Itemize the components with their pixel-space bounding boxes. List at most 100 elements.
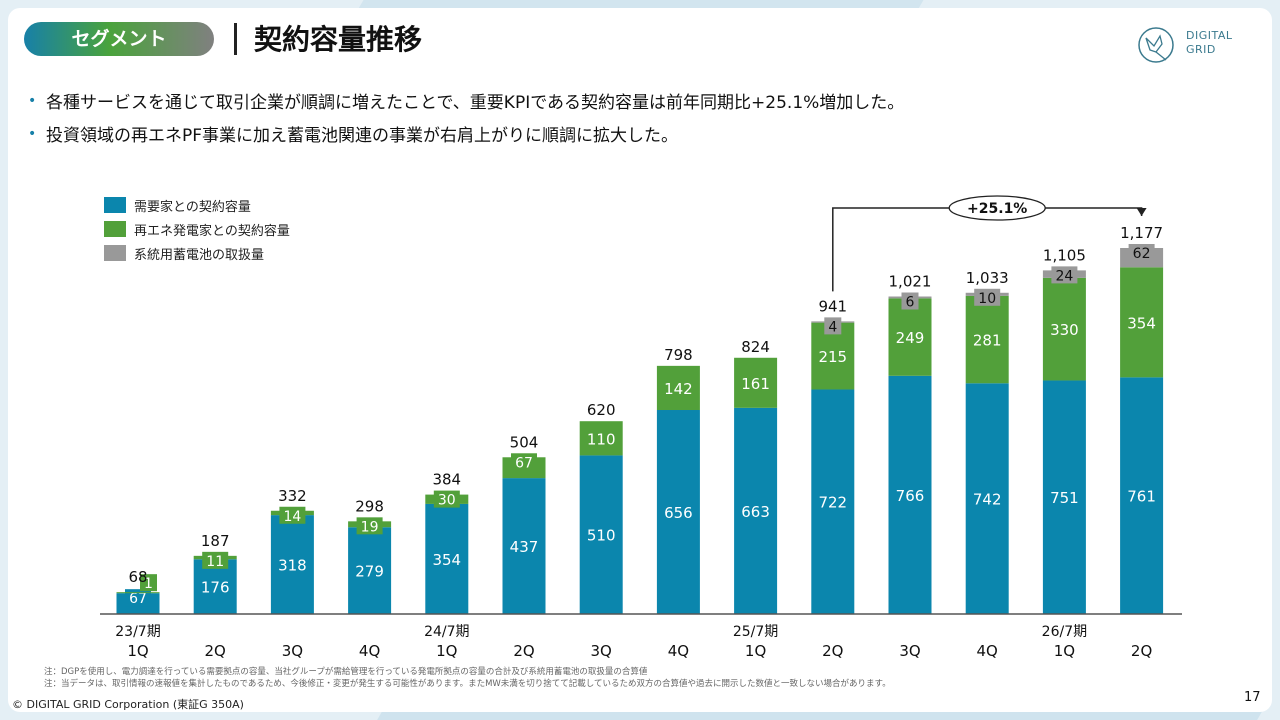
legend-item-demand: 需要家との契約容量 — [104, 193, 290, 217]
bar-total-label: 68 — [128, 568, 147, 586]
bar-total-label: 1,033 — [966, 269, 1009, 287]
x-quarter-label: 2Q — [513, 642, 534, 660]
bar-label-box — [974, 288, 1001, 306]
bar-renewable — [1042, 277, 1086, 381]
legend-swatch-renewable — [104, 221, 126, 237]
bar-demand — [656, 410, 700, 614]
bar-total-label: 1,177 — [1120, 224, 1163, 242]
growth-badge — [948, 195, 1046, 221]
bar-value-label: 437 — [510, 538, 539, 556]
bar-total-label: 298 — [355, 497, 384, 515]
bar-demand — [888, 375, 932, 614]
bar-value-label: 215 — [818, 348, 847, 366]
bar-total-label: 1,021 — [889, 273, 932, 291]
bar-label-box — [824, 317, 842, 335]
bar-label-box — [356, 517, 383, 535]
bar-label-box — [1128, 244, 1155, 261]
bar-demand — [965, 383, 1009, 614]
bar-value-label: 161 — [741, 375, 770, 393]
x-quarter-label: 1Q — [436, 642, 457, 660]
bar-label-box — [433, 490, 460, 508]
legend-label: 需要家との契約容量 — [134, 199, 251, 215]
bar-value-label: 6 — [906, 295, 915, 311]
bar-value-label: 24 — [1055, 268, 1073, 284]
legend-label: 系統用蓄電池の取扱量 — [134, 247, 265, 263]
bullet-item: • 各種サービスを通じて取引企業が順調に増えたことで、重要KPIである契約容量は… — [28, 84, 904, 117]
arrow-head-icon — [1136, 208, 1147, 216]
bar-value-label: 279 — [355, 563, 384, 581]
bullet-item: • 投資領域の再エネPF事業に加え蓄電池関連の事業が右肩上がりに順調に拡大した。 — [28, 117, 904, 150]
bar-value-label: 330 — [1050, 321, 1079, 339]
bar-renewable — [116, 592, 160, 594]
bar-total-label: 798 — [664, 346, 693, 364]
bullet-dot-icon: • — [28, 92, 37, 109]
bar-value-label: 742 — [973, 491, 1002, 509]
bullet-dot-icon: • — [28, 125, 37, 142]
bar-value-label: 4 — [828, 319, 837, 335]
bar-demand — [502, 478, 546, 614]
bar-value-label: 722 — [818, 494, 847, 512]
x-quarter-label: 4Q — [359, 642, 380, 660]
bar-label-box — [901, 292, 919, 310]
bar-value-label: 766 — [896, 487, 925, 505]
bar-demand — [1120, 377, 1164, 614]
bar-total-label: 824 — [741, 338, 770, 356]
bar-value-label: 30 — [438, 493, 456, 509]
bar-renewable — [734, 357, 778, 408]
bar-value-label: 14 — [283, 509, 301, 525]
bar-label-box — [511, 453, 537, 471]
bar-value-label: 142 — [664, 380, 693, 398]
chart-legend: 需要家との契約容量 再エネ発電家との契約容量 系統用蓄電池の取扱量 — [104, 193, 290, 265]
bar-demand — [579, 455, 623, 614]
bar-value-label: 67 — [515, 455, 533, 471]
bar-total-label: 332 — [278, 487, 307, 505]
bar-value-label: 751 — [1050, 489, 1079, 507]
bar-label-box — [279, 506, 306, 524]
bar-label-box — [140, 574, 157, 592]
bar-value-label: 110 — [587, 430, 616, 448]
bar-demand — [348, 527, 392, 614]
copyright: © DIGITAL GRID Corporation (東証G 350A) — [12, 698, 244, 711]
segment-badge: セグメント — [24, 22, 214, 56]
digital-grid-logo-icon — [1138, 27, 1174, 63]
bar-value-label: 62 — [1133, 246, 1151, 262]
bar-total-label: 504 — [510, 433, 539, 451]
bar-renewable — [965, 295, 1009, 384]
bullet-list: • 各種サービスを通じて取引企業が順調に増えたことで、重要KPIである契約容量は… — [28, 84, 904, 150]
legend-item-battery: 系統用蓄電池の取扱量 — [104, 241, 290, 265]
x-quarter-label: 3Q — [899, 642, 920, 660]
bar-value-label: 761 — [1127, 488, 1156, 506]
bar-value-label: 10 — [978, 291, 996, 307]
bar-value-label: 1 — [144, 576, 153, 592]
bar-renewable — [656, 365, 700, 411]
legend-swatch-battery — [104, 245, 126, 261]
bar-label-box — [125, 589, 151, 607]
bar-value-label: 19 — [361, 519, 379, 535]
bar-total-label: 384 — [432, 471, 461, 489]
x-period-label: 23/7期 — [115, 624, 160, 640]
bar-label-box — [202, 551, 229, 569]
bar-value-label: 67 — [129, 591, 147, 607]
x-quarter-label: 4Q — [977, 642, 998, 660]
bar-value-label: 510 — [587, 527, 616, 545]
footnote: 注：DGPを使用し、電力調達を行っている需要拠点の容量、当社グループが需給管理を… — [44, 667, 648, 677]
bar-value-label: 176 — [201, 579, 230, 597]
bullet-text: 各種サービスを通じて取引企業が順調に増えたことで、重要KPIである契約容量は前年… — [46, 93, 905, 113]
bar-demand — [425, 503, 469, 614]
bar-total-label: 941 — [818, 297, 847, 315]
x-quarter-label: 2Q — [822, 642, 843, 660]
x-period-label: 24/7期 — [424, 624, 469, 640]
bar-value-label: 656 — [664, 504, 693, 522]
legend-item-renewable: 再エネ発電家との契約容量 — [104, 217, 290, 241]
bullet-text: 投資領域の再エネPF事業に加え蓄電池関連の事業が右肩上がりに順調に拡大した。 — [46, 126, 679, 146]
bar-demand — [734, 407, 778, 614]
logo-text: DIGITAL GRID — [1186, 29, 1233, 57]
x-quarter-label: 1Q — [127, 642, 148, 660]
bar-value-label: 354 — [432, 551, 461, 569]
bar-value-label: 354 — [1127, 314, 1156, 332]
bar-value-label: 281 — [973, 332, 1002, 350]
bar-total-label: 187 — [201, 532, 230, 550]
x-quarter-label: 2Q — [205, 642, 226, 660]
legend-label: 再エネ発電家との契約容量 — [134, 223, 290, 239]
footnotes: 注：DGPを使用し、電力調達を行っている需要拠点の容量、当社グループが需給管理を… — [44, 666, 891, 690]
